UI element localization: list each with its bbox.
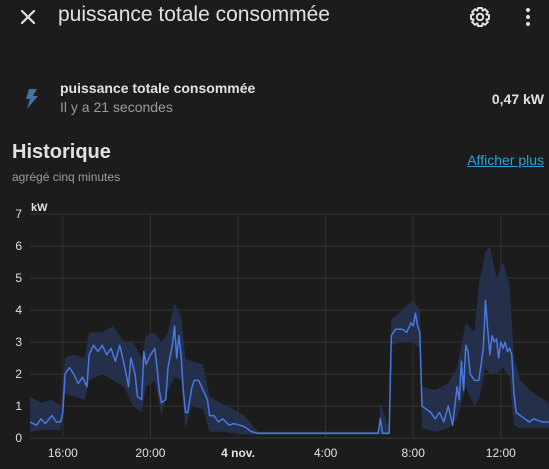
close-button[interactable]	[14, 4, 42, 30]
more-vertical-icon	[526, 8, 530, 26]
dialog-header: puissance totale consommée	[0, 0, 549, 34]
x-tick-label: 12:00	[486, 446, 516, 460]
y-axis-label: kW	[31, 202, 48, 214]
x-tick-label: 4 nov.	[221, 446, 255, 460]
more-options-button[interactable]	[514, 3, 542, 31]
settings-button[interactable]	[466, 3, 494, 31]
x-tick-label: 16:00	[48, 446, 78, 460]
y-tick-label: 1	[15, 399, 22, 413]
history-chart[interactable]: 0 1 2 3 4 5 6 7 16:00 20:00 4 nov. 4:00 8:00 12:00 kW	[0, 196, 549, 469]
history-subtitle: agrégé cinq minutes	[12, 170, 121, 184]
y-tick-label: 7	[15, 207, 22, 221]
y-tick-label: 2	[15, 367, 22, 381]
dialog-title: puissance totale consommée	[58, 3, 330, 26]
history-title: Historique	[12, 141, 111, 163]
entity-last-changed: Il y a 21 secondes	[60, 99, 173, 115]
y-tick-label: 4	[15, 303, 22, 317]
gear-icon	[470, 7, 490, 27]
entity-row	[0, 70, 549, 120]
y-tick-label: 0	[15, 431, 22, 445]
y-tick-label: 3	[15, 335, 22, 349]
lightning-bolt-icon	[26, 89, 38, 109]
x-tick-label: 8:00	[402, 446, 426, 460]
y-tick-label: 6	[15, 239, 22, 253]
x-tick-label: 4:00	[314, 446, 338, 460]
series-line	[29, 299, 549, 434]
entity-state: 0,47 kW	[491, 91, 544, 107]
series-range-band	[30, 246, 549, 435]
show-more-link[interactable]: Afficher plus	[467, 152, 544, 168]
y-tick-label: 5	[15, 271, 22, 285]
entity-name: puissance totale consommée	[60, 80, 256, 96]
close-icon	[20, 9, 36, 25]
x-tick-label: 20:00	[135, 446, 165, 460]
